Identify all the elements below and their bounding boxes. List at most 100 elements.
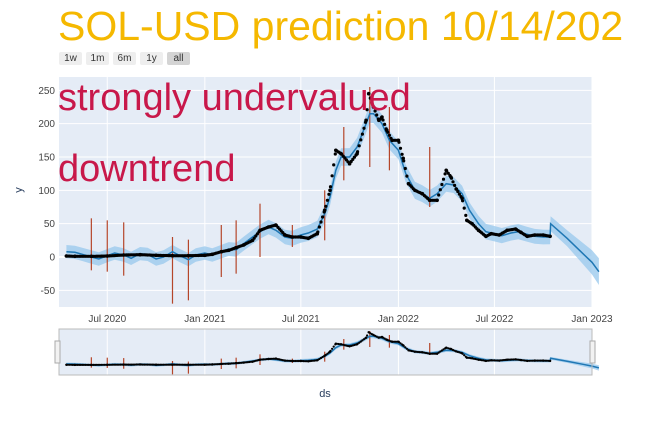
main-actual-point-58 <box>532 233 537 237</box>
nav-actual-point-4 <box>122 363 125 366</box>
nav-actual-point-29 <box>355 343 359 346</box>
x-tick-label-1: Jan 2021 <box>184 314 226 325</box>
nav-actual-point-57 <box>526 359 529 363</box>
main-actual-point-46 <box>454 187 459 191</box>
main-actual-point-31 <box>366 91 371 96</box>
x-tick-label-0: Jul 2020 <box>88 314 126 325</box>
nav-actual-point-55 <box>514 358 517 361</box>
main-actual-point-10 <box>210 252 215 257</box>
y-tick-label-4: 150 <box>38 153 55 164</box>
range-button-1y[interactable]: 1y <box>140 52 163 65</box>
main-plot-area[interactable]: -50 0 50 100 150 200 250 Jul 2020 Jan 2021 Jul 20… <box>38 77 613 325</box>
nav-actual-point-1 <box>73 363 77 367</box>
nav-actual-point-46 <box>455 350 458 353</box>
main-actual-point-47 <box>460 196 464 201</box>
main-actual-point-6 <box>154 253 158 258</box>
main-actual-point-49 <box>470 221 474 226</box>
range-button-all[interactable]: all <box>167 52 190 65</box>
nav-actual-point-32 <box>372 333 375 337</box>
nav-actual-point-3 <box>106 363 109 366</box>
nav-actual-point-40 <box>413 350 417 353</box>
y-tick-label-3: 100 <box>38 186 55 197</box>
nav-actual-point-10 <box>211 363 214 366</box>
nav-actual-point-26 <box>334 342 337 345</box>
main-actual-point-60 <box>548 234 552 239</box>
main-actual-point-14 <box>241 243 246 247</box>
main-actual-point-57 <box>525 234 530 239</box>
nav-actual-point-22 <box>307 360 310 363</box>
main-actual-point-19 <box>283 233 287 237</box>
main-actual-point-39 <box>406 181 411 186</box>
main-actual-point-15 <box>250 238 255 243</box>
nav-actual-point-11 <box>220 362 223 366</box>
main-actual-point-56 <box>519 230 523 235</box>
main-actual-point-28 <box>347 161 352 166</box>
nav-actual-point-44 <box>445 346 448 349</box>
y-tick-label-0: -50 <box>41 286 56 297</box>
range-button-6m[interactable]: 6m <box>113 52 136 65</box>
nav-actual-point-56 <box>519 358 523 362</box>
range-button-1m[interactable]: 1m <box>86 52 109 65</box>
main-actual-point-37 <box>396 138 401 143</box>
y-axis-label: y <box>13 187 25 193</box>
main-actual-point-45 <box>449 175 453 179</box>
nav-actual-point-54 <box>505 358 509 361</box>
nav-actual-point-36 <box>390 340 394 343</box>
main-actual-point-44 <box>444 168 449 173</box>
x-tick-label-3: Jan 2022 <box>378 314 420 325</box>
main-actual-point-20 <box>290 235 295 239</box>
y-tick-label-5: 200 <box>38 119 55 130</box>
nav-actual-point-24 <box>323 354 326 357</box>
nav-actual-point-51 <box>484 359 488 363</box>
main-actual-point-17 <box>266 225 271 229</box>
nav-actual-point-42 <box>428 352 431 355</box>
nav-actual-point-28 <box>348 345 351 348</box>
main-actual-point-40 <box>413 188 417 193</box>
nav-actual-point-16 <box>258 358 262 361</box>
main-background <box>59 77 592 307</box>
main-actual-point-41 <box>420 191 425 196</box>
main-actual-point-42 <box>427 198 432 203</box>
main-actual-point-5 <box>138 252 142 257</box>
main-actual-point-21 <box>299 235 303 239</box>
nav-actual-point-17 <box>267 357 270 361</box>
y-tick-label-1: 0 <box>49 253 55 264</box>
main-actual-point-13 <box>234 245 238 250</box>
range-slider[interactable] <box>54 328 600 376</box>
main-actual-point-4 <box>121 253 126 257</box>
main-actual-point-59 <box>541 233 545 237</box>
range-slider-left-handle <box>54 340 61 364</box>
main-actual-point-50 <box>476 228 481 233</box>
x-tick-label-2: Jul 2021 <box>282 314 320 325</box>
main-actual-point-12 <box>226 248 231 253</box>
nav-actual-point-0 <box>65 363 68 366</box>
annotation-trend: downtrend <box>58 148 236 190</box>
nav-actual-point-23 <box>316 359 319 362</box>
y-tick-label-6: 250 <box>38 86 55 97</box>
main-actual-point-24 <box>322 208 327 213</box>
main-actual-point-27 <box>339 151 343 156</box>
main-actual-point-25 <box>328 188 332 193</box>
nav-actual-point-35 <box>385 338 388 341</box>
nav-actual-point-27 <box>339 343 343 346</box>
nav-actual-point-6 <box>154 363 158 366</box>
main-actual-point-53 <box>497 233 502 237</box>
main-actual-point-34 <box>380 115 384 119</box>
main-actual-point-54 <box>505 228 509 233</box>
main-actual-point-18 <box>274 223 278 227</box>
main-actual-point-23 <box>315 231 320 236</box>
range-slider-right-handle <box>589 340 596 364</box>
range-button-1w[interactable]: 1w <box>59 52 82 65</box>
nav-actual-point-9 <box>203 363 206 366</box>
x-tick-label-5: Jan 2023 <box>571 314 613 325</box>
nav-actual-point-58 <box>533 359 536 362</box>
main-actual-point-26 <box>334 148 338 153</box>
range-selector: 1w 1m 6m 1y all <box>59 52 190 65</box>
nav-actual-point-14 <box>242 361 245 364</box>
nav-actual-point-34 <box>380 335 384 339</box>
main-actual-point-38 <box>401 156 406 161</box>
nav-actual-point-52 <box>490 359 493 362</box>
main-actual-point-0 <box>64 254 69 258</box>
nav-actual-point-5 <box>138 363 142 366</box>
